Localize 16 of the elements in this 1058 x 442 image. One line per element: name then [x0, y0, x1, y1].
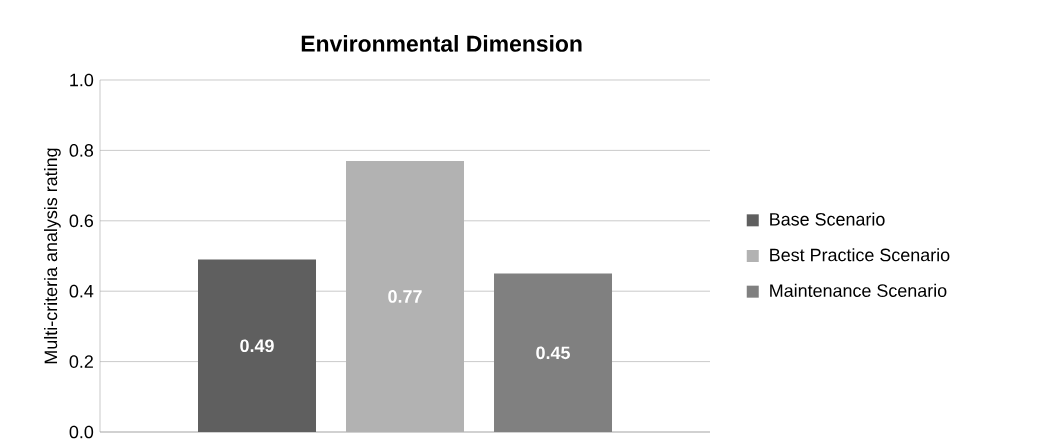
legend-label: Base Scenario: [770, 212, 885, 226]
y-tick-label: 0.0: [69, 425, 94, 439]
bar: [494, 273, 613, 432]
y-tick-label: 1.0: [70, 73, 94, 87]
data-label: 0.77: [388, 290, 422, 303]
chart-title: Environmental Dimension: [301, 35, 582, 52]
data-label: 0.49: [240, 339, 274, 353]
bar: [198, 259, 316, 432]
y-tick-label: 0.8: [69, 144, 94, 157]
legend-label: Best Practice Scenario: [770, 248, 950, 262]
y-tick-label: 0.6: [69, 214, 94, 228]
y-tick-label: 0.2: [69, 355, 93, 368]
y-tick-label: 0.4: [69, 284, 94, 298]
data-label: 0.45: [536, 346, 570, 360]
y-axis-title: Multi-criteria analysis rating: [44, 148, 61, 364]
legend-label: Maintenance Scenario: [770, 283, 947, 297]
